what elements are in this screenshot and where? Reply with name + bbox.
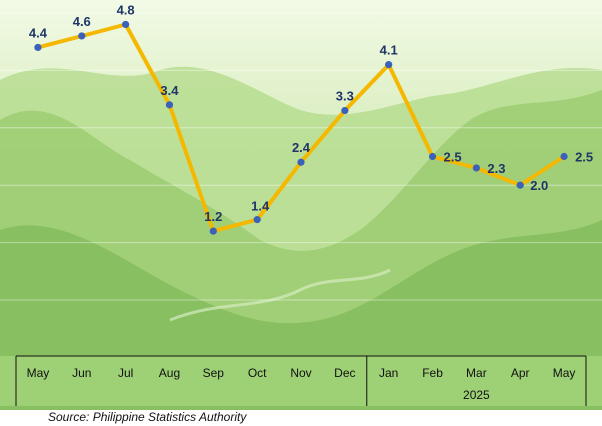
x-tick-label: Mar: [466, 366, 487, 380]
data-label: 1.2: [204, 209, 222, 224]
x-tick-label: Sep: [203, 366, 225, 380]
x-axis: May Jun Jul Aug Sep Oct Nov Dec Jan Feb Mar Apr May 2…: [0, 355, 602, 406]
x-tick-label: May: [27, 366, 50, 380]
x-tick-label: May: [553, 366, 576, 380]
data-point: [253, 216, 261, 224]
data-point: [78, 32, 86, 40]
data-point: [516, 181, 524, 189]
data-label: 2.4: [292, 140, 311, 155]
gridlines: [0, 12, 602, 301]
data-labels: 4.4 4.6 4.8 3.4 1.2 1.4 2.4 3.3 4.1 2.5 2.3 2.0 2.5: [29, 2, 593, 224]
data-label: 4.8: [117, 2, 135, 17]
line-chart-svg: May Jun Jul Aug Sep Oct Nov Dec Jan Feb Mar Apr May 2…: [0, 0, 602, 410]
data-point: [209, 227, 217, 235]
source-note: Source: Philippine Statistics Authority: [48, 410, 247, 424]
data-point: [165, 101, 174, 109]
data-label: 3.4: [160, 83, 179, 98]
data-point: [472, 164, 480, 172]
river: [169, 268, 391, 322]
data-point: [297, 158, 305, 166]
x-tick-label: Oct: [248, 366, 267, 380]
x-tick-label: Aug: [159, 366, 180, 380]
x-tick-label: Dec: [334, 366, 355, 380]
data-point: [385, 61, 393, 69]
x-tick-label: Apr: [511, 366, 530, 380]
data-point: [560, 152, 568, 161]
data-label: 4.1: [380, 43, 398, 58]
data-label: 2.5: [444, 150, 462, 165]
data-label: 2.0: [530, 178, 548, 193]
data-label: 2.3: [487, 161, 505, 176]
data-label: 4.6: [73, 14, 91, 29]
x-tick-label: Feb: [422, 366, 443, 380]
background-landscape: [0, 0, 602, 410]
data-point: [428, 152, 437, 161]
data-label: 2.5: [575, 150, 593, 165]
x-tick-label: Jun: [72, 366, 91, 380]
data-label: 3.3: [336, 89, 354, 104]
data-point: [122, 20, 130, 29]
data-point: [341, 106, 349, 115]
year-group-label: 2025: [463, 388, 490, 402]
axis-panel: [0, 356, 602, 406]
x-tick-label: Jan: [379, 366, 398, 380]
chart: May Jun Jul Aug Sep Oct Nov Dec Jan Feb Mar Apr May 2…: [0, 0, 602, 410]
data-label: 4.4: [29, 25, 48, 40]
series-points: [34, 20, 568, 235]
x-tick-label: Jul: [118, 366, 133, 380]
x-tick-label: Nov: [290, 366, 311, 380]
data-point: [34, 43, 42, 52]
data-label: 1.4: [251, 199, 270, 214]
